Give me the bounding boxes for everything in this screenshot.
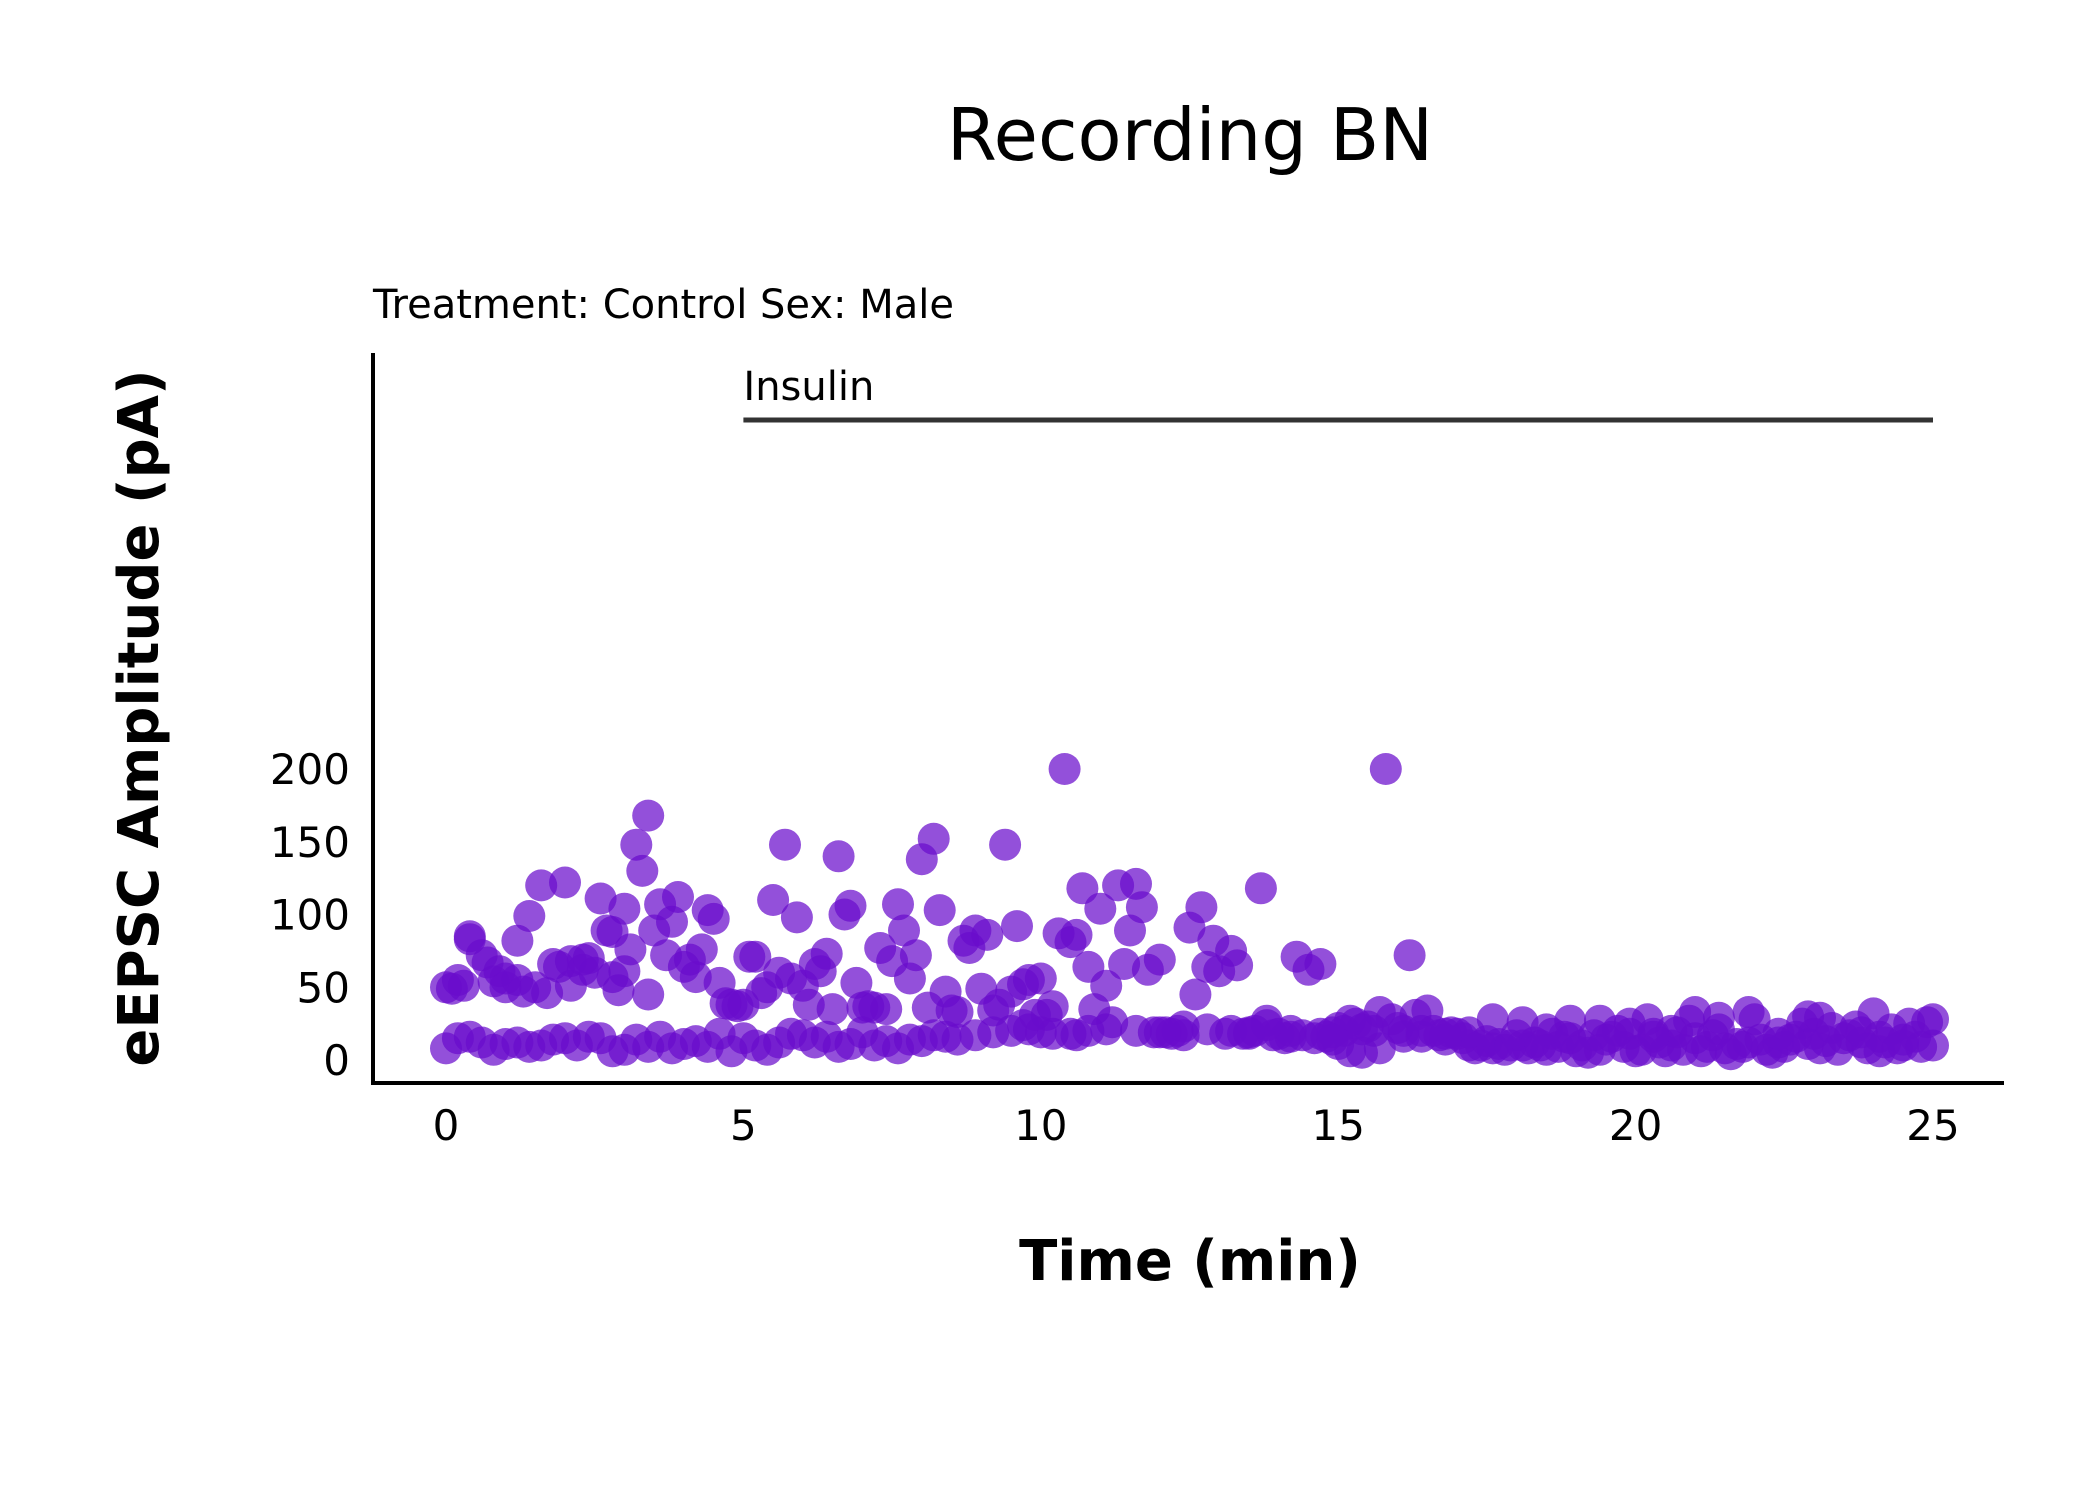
data-point	[899, 939, 932, 972]
x-tick-label: 15	[1311, 1101, 1364, 1150]
x-tick-label: 20	[1609, 1101, 1662, 1150]
data-point	[1244, 872, 1277, 905]
data-point	[769, 828, 801, 861]
data-point	[780, 901, 813, 934]
data-point	[430, 1032, 462, 1065]
insulin-label: Insulin	[743, 364, 874, 410]
data-point	[697, 902, 730, 935]
data-point	[1001, 910, 1033, 943]
data-point	[1125, 891, 1158, 924]
x-tick-label: 0	[433, 1101, 460, 1150]
data-point	[1792, 1000, 1825, 1033]
data-point	[888, 914, 920, 947]
data-point	[447, 969, 480, 1002]
data-point	[525, 869, 558, 902]
data-point	[792, 988, 825, 1021]
data-point	[626, 854, 659, 887]
data-point	[1613, 1007, 1646, 1040]
x-tick-labels: 0 5 10 15 20 25	[433, 1101, 1960, 1150]
data-point	[1304, 1017, 1337, 1050]
y-axis-label: eEPSC Amplitude (pA)	[107, 369, 172, 1066]
x-tick-label: 25	[1906, 1101, 1959, 1150]
data-point	[1679, 996, 1712, 1028]
data-point	[917, 822, 950, 855]
data-point	[685, 933, 718, 966]
data-point	[739, 940, 772, 973]
data-point	[1917, 1029, 1949, 1062]
data-point	[1393, 939, 1426, 972]
data-point	[1762, 1017, 1795, 1050]
data-point	[549, 866, 581, 899]
y-tick-label: 200	[270, 745, 350, 794]
data-point	[614, 933, 647, 966]
y-tick-labels: 0 50 100 150 200	[270, 745, 350, 1085]
y-tick-label: 50	[297, 963, 350, 1012]
data-point	[1120, 1014, 1152, 1047]
data-point	[810, 937, 843, 970]
data-point	[513, 900, 546, 932]
data-point	[1060, 918, 1093, 951]
data-points	[430, 753, 1949, 1071]
data-point	[882, 888, 914, 921]
data-point	[656, 905, 688, 938]
data-point	[1090, 969, 1123, 1002]
data-point	[1887, 1023, 1920, 1056]
data-point	[1024, 962, 1057, 995]
data-point	[1583, 1004, 1616, 1037]
data-point	[923, 894, 956, 927]
data-point	[620, 828, 653, 861]
data-point	[941, 996, 974, 1028]
data-point	[1917, 1003, 1949, 1036]
data-point	[608, 892, 641, 925]
y-tick-label: 150	[270, 818, 350, 867]
insulin-annotation: Insulin	[743, 364, 1933, 423]
x-axis-label: Time (min)	[1019, 1229, 1361, 1294]
data-point	[1221, 949, 1254, 982]
x-tick-label: 10	[1014, 1101, 1067, 1150]
chart-title: Recording BN	[947, 93, 1433, 177]
data-point	[1143, 943, 1176, 976]
data-point	[1048, 753, 1081, 785]
data-point	[1185, 891, 1218, 924]
data-point	[989, 828, 1022, 861]
data-point	[816, 993, 849, 1026]
data-point	[834, 889, 867, 922]
data-point	[1036, 990, 1069, 1023]
x-tick-label: 5	[730, 1101, 757, 1150]
data-point	[1476, 1003, 1509, 1036]
data-point	[632, 799, 665, 832]
data-point	[822, 840, 855, 873]
data-point	[971, 918, 1004, 951]
chart-subtitle: Treatment: Control Sex: Male	[372, 282, 954, 328]
data-point	[632, 978, 665, 1011]
data-point	[1084, 892, 1117, 925]
y-tick-label: 0	[323, 1036, 350, 1085]
data-point	[1387, 1020, 1420, 1053]
data-point	[1304, 948, 1337, 980]
data-point	[870, 993, 903, 1026]
data-point	[1191, 1013, 1224, 1046]
data-point	[1637, 1020, 1670, 1053]
data-point	[1179, 978, 1212, 1011]
data-point	[1732, 996, 1765, 1028]
data-point	[1845, 1016, 1878, 1049]
data-point	[757, 884, 790, 916]
data-point	[1506, 1006, 1539, 1039]
y-tick-label: 100	[270, 891, 350, 940]
data-point	[1215, 1014, 1248, 1047]
data-point	[1429, 1023, 1462, 1056]
data-point	[662, 881, 694, 913]
data-point	[1369, 753, 1402, 785]
data-point	[1143, 1016, 1176, 1049]
data-point	[501, 924, 534, 957]
